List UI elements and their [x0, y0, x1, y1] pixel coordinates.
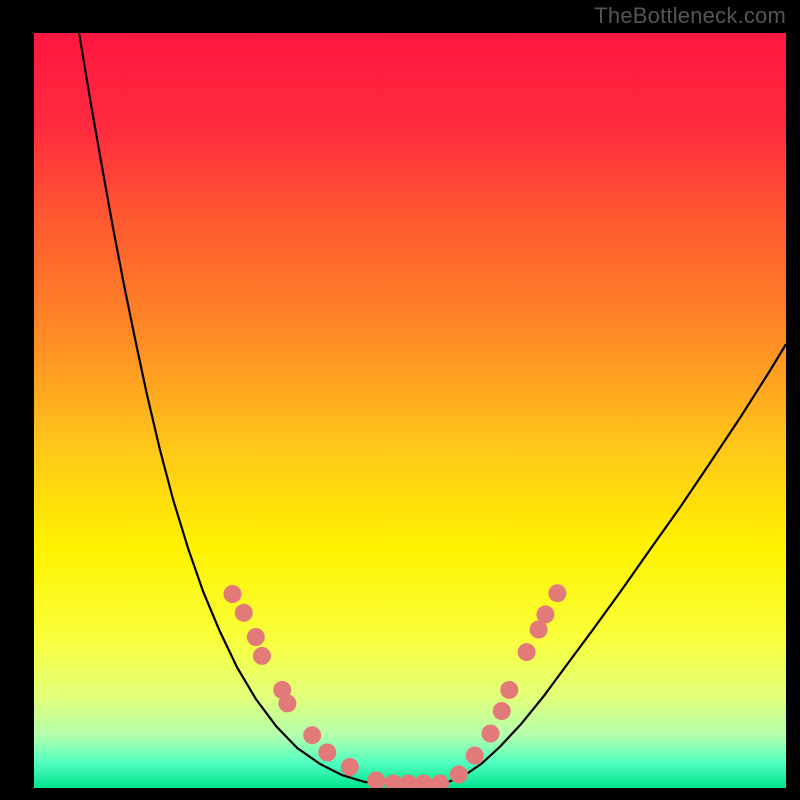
data-point [224, 585, 242, 603]
data-point [235, 604, 253, 622]
gradient-background [34, 33, 786, 788]
data-point [303, 726, 321, 744]
data-point [466, 747, 484, 765]
data-point [548, 584, 566, 602]
plot-area [34, 33, 786, 788]
canvas: TheBottleneck.com [0, 0, 800, 800]
plot-svg [34, 33, 786, 788]
data-point [518, 643, 536, 661]
data-point [247, 628, 265, 646]
data-point [500, 681, 518, 699]
data-point [493, 702, 511, 720]
data-point [450, 765, 468, 783]
data-point [341, 758, 359, 776]
data-point [318, 744, 336, 762]
data-point [482, 725, 500, 743]
data-point [536, 605, 554, 623]
data-point [278, 694, 296, 712]
watermark-text: TheBottleneck.com [594, 3, 786, 29]
data-point [253, 647, 271, 665]
